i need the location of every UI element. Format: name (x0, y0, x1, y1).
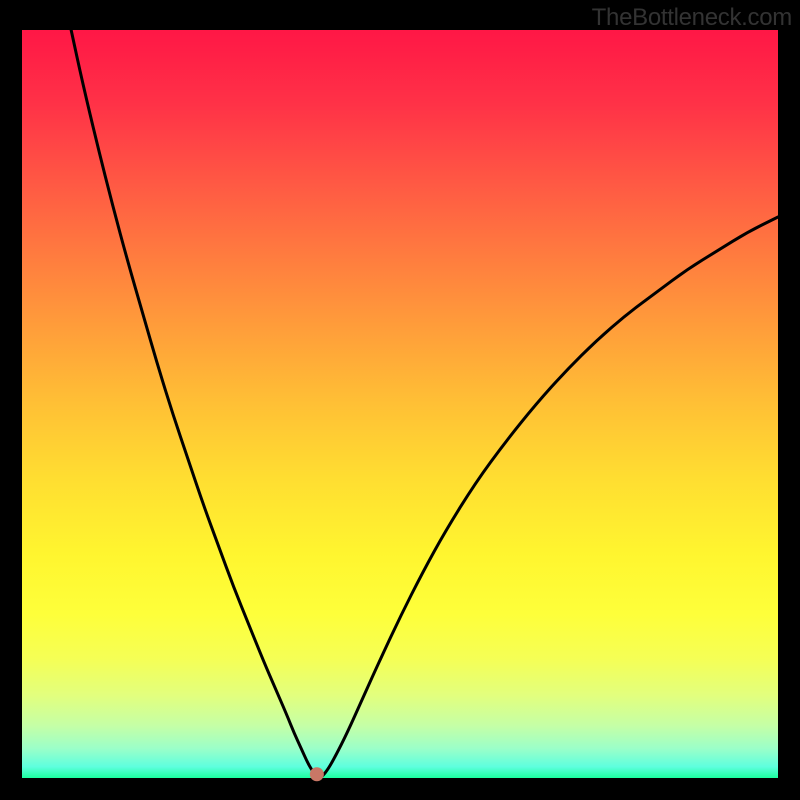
watermark-text: TheBottleneck.com (592, 4, 792, 32)
bottleneck-chart: TheBottleneck.com (0, 0, 800, 800)
optimal-point-marker (310, 767, 324, 781)
chart-svg (0, 0, 800, 800)
